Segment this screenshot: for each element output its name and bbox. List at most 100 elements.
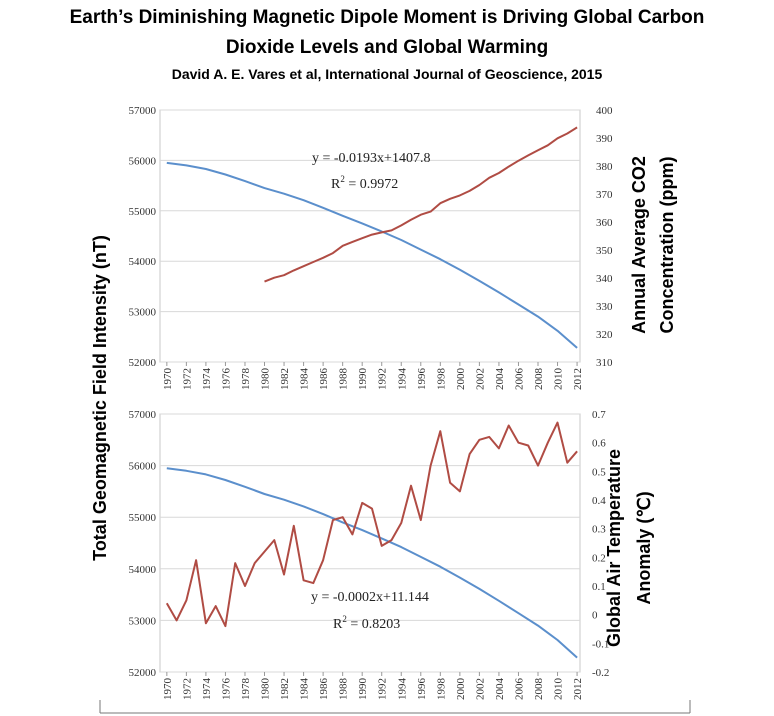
chart-2-x-tick-label: 1992 xyxy=(377,678,389,700)
chart-1-right-tick-label: 400 xyxy=(596,105,613,117)
chart-2-left-tick-label: 53000 xyxy=(129,615,157,627)
chart-2-x-tick-label: 1982 xyxy=(279,678,291,700)
chart-2-x-tick-label: 1978 xyxy=(240,678,252,701)
chart-2-x-tick-label: 2008 xyxy=(533,678,545,701)
chart-2-left-tick-label: 52000 xyxy=(129,667,157,679)
chart-1-series-co2-line xyxy=(264,126,578,283)
chart-1-gridlines xyxy=(160,109,580,366)
chart-2-right-tick-label: 0.4 xyxy=(592,495,606,507)
chart-2-x-tick-label: 1984 xyxy=(299,678,311,701)
chart-1-left-tick-label: 56000 xyxy=(129,155,157,167)
chart-2-gridlines xyxy=(160,413,580,676)
chart-1-x-tick-label: 2002 xyxy=(474,368,486,390)
chart-1-right-tick-label: 310 xyxy=(596,357,613,369)
chart-1-left-tick-label: 57000 xyxy=(129,105,157,117)
chart-1-r-squared-prefix: R xyxy=(331,177,341,192)
chart-1-x-tick-label: 1994 xyxy=(396,368,408,391)
chart-2-x-tick-label: 1980 xyxy=(260,678,272,701)
chart-1-right-tick-label: 330 xyxy=(596,301,613,313)
chart-2-r-squared-sup: 2 xyxy=(342,614,347,624)
chart-1-x-tick-label: 2008 xyxy=(533,368,545,391)
chart-1-right-tick-label: 340 xyxy=(596,273,613,285)
chart-1-x-tick-label: 1982 xyxy=(279,368,291,390)
chart-1-series xyxy=(166,126,578,349)
chart-2-right-tick-label: 0.1 xyxy=(592,581,606,593)
chart-2-x-tick-label: 2010 xyxy=(553,678,565,701)
chart-2-x-tick-label: 2002 xyxy=(474,678,486,700)
chart-1-x-tick-label: 1980 xyxy=(260,368,272,391)
chart-1-x-tick-label: 1970 xyxy=(162,368,174,391)
chart-1-right-tick-label: 350 xyxy=(596,245,613,257)
chart-1-left-tick-label: 52000 xyxy=(129,357,157,369)
chart-1-r-squared-value: = 0.9972 xyxy=(345,177,398,192)
chart-1-right-tick-label: 360 xyxy=(596,217,613,229)
chart-2-right-axis-label-line2: Anomaly (℃) xyxy=(634,491,654,604)
chart-2-x-tick-label: 1986 xyxy=(318,678,330,701)
chart-1-series-field-intensity-line xyxy=(166,161,578,349)
chart-1-left-tick-label: 55000 xyxy=(129,206,157,218)
chart-1-x-tick-label: 2006 xyxy=(513,368,525,391)
chart-2-right-tick-label: 0.6 xyxy=(592,438,606,450)
subtitle: David A. E. Vares et al, International J… xyxy=(171,66,603,82)
chart-2-x-tick-label: 1988 xyxy=(338,678,350,701)
chart-2-series-temperature-line xyxy=(165,421,578,628)
chart-1-right-axis-label-line1: Annual Average CO2 xyxy=(629,156,649,334)
chart-2-right-tick-label: 0.2 xyxy=(592,552,606,564)
chart-2-x-tick-label: 2000 xyxy=(455,678,467,701)
chart-2-x-tick-label: 1990 xyxy=(357,678,369,701)
chart-2-r-squared: R2 = 0.8203 xyxy=(333,614,400,632)
chart-2-equation: y = -0.0002x+11.144 xyxy=(311,590,429,605)
chart-2-left-tick-label: 55000 xyxy=(129,512,157,524)
chart-2-x-tick-label: 1994 xyxy=(396,678,408,701)
chart-2-left-tick-label: 54000 xyxy=(129,564,157,576)
chart-1-tick-labels: 52000 53000 54000 55000 56000 57000 310 320 330 3… xyxy=(129,105,614,390)
chart-2-x-tick-label: 2006 xyxy=(513,678,525,701)
chart-2-x-tick-label: 2004 xyxy=(494,678,506,701)
chart-2-x-tick-label: 2012 xyxy=(572,678,584,700)
chart-1-x-tick-label: 2010 xyxy=(553,368,565,391)
chart-2-x-tick-label: 1998 xyxy=(435,678,447,701)
chart-1-x-tick-label: 1990 xyxy=(357,368,369,391)
chart-1-left-tick-label: 53000 xyxy=(129,307,157,319)
chart-1-r-squared: R2 = 0.9972 xyxy=(331,174,398,192)
chart-1-x-tick-label: 1986 xyxy=(318,368,330,391)
chart-2-x-tick-label: 1970 xyxy=(162,678,174,701)
chart-2-series xyxy=(165,421,578,659)
chart-2-r-squared-value: = 0.8203 xyxy=(347,617,400,632)
chart-2-series-field-intensity-line xyxy=(166,467,578,659)
chart-1-right-tick-label: 370 xyxy=(596,189,613,201)
chart-1-r-squared-sup: 2 xyxy=(340,174,345,184)
chart-2-left-tick-label: 56000 xyxy=(129,461,157,473)
chart-2-right-tick-label: 0 xyxy=(592,610,598,622)
chart-1-x-tick-label: 1978 xyxy=(240,368,252,391)
title-line-1: Earth’s Diminishing Magnetic Dipole Mome… xyxy=(69,7,705,28)
chart-1-x-tick-label: 1988 xyxy=(338,368,350,391)
chart-2-right-tick-label: 0.7 xyxy=(592,409,606,421)
chart-2-right-axis-label-line1: Global Air Temperature xyxy=(604,449,624,647)
chart-2-right-tick-label: 0.5 xyxy=(592,466,606,478)
chart-1-x-tick-label: 1974 xyxy=(201,368,213,391)
chart-2-x-tick-label: 1996 xyxy=(416,678,428,701)
chart-1-x-tick-label: 1976 xyxy=(220,368,232,391)
left-axis-label: Total Geomagnetic Field Intensity (nT) xyxy=(90,235,110,561)
chart-2-right-tick-label: 0.3 xyxy=(592,524,606,536)
chart-1-x-tick-label: 1984 xyxy=(299,368,311,391)
chart-2-plot-area xyxy=(159,413,581,673)
chart-1-right-tick-label: 390 xyxy=(596,133,613,145)
chart-2-right-tick-label: -0.1 xyxy=(592,638,609,650)
chart-2-r-squared-prefix: R xyxy=(333,617,343,632)
title-line-2: Dioxide Levels and Global Warming xyxy=(225,37,549,58)
chart-1-x-tick-label: 1972 xyxy=(181,368,193,390)
chart-1-x-tick-label: 1992 xyxy=(377,368,389,390)
chart-2-tick-labels: 52000 53000 54000 55000 56000 57000 -0.2 -0.1 0 0… xyxy=(129,409,610,700)
chart-2-x-tick-label: 1972 xyxy=(181,678,193,700)
chart-2-left-tick-label: 57000 xyxy=(129,409,157,421)
chart-2-x-tick-label: 1976 xyxy=(220,678,232,701)
chart-1-right-tick-label: 320 xyxy=(596,329,613,341)
chart-1-x-tick-label: 1998 xyxy=(435,368,447,391)
chart-1-x-tick-label: 2012 xyxy=(572,368,584,390)
chart-1-equation: y = -0.0193x+1407.8 xyxy=(312,151,430,166)
chart-1-left-tick-label: 54000 xyxy=(129,256,157,268)
chart-1-x-tick-label: 2004 xyxy=(494,368,506,391)
